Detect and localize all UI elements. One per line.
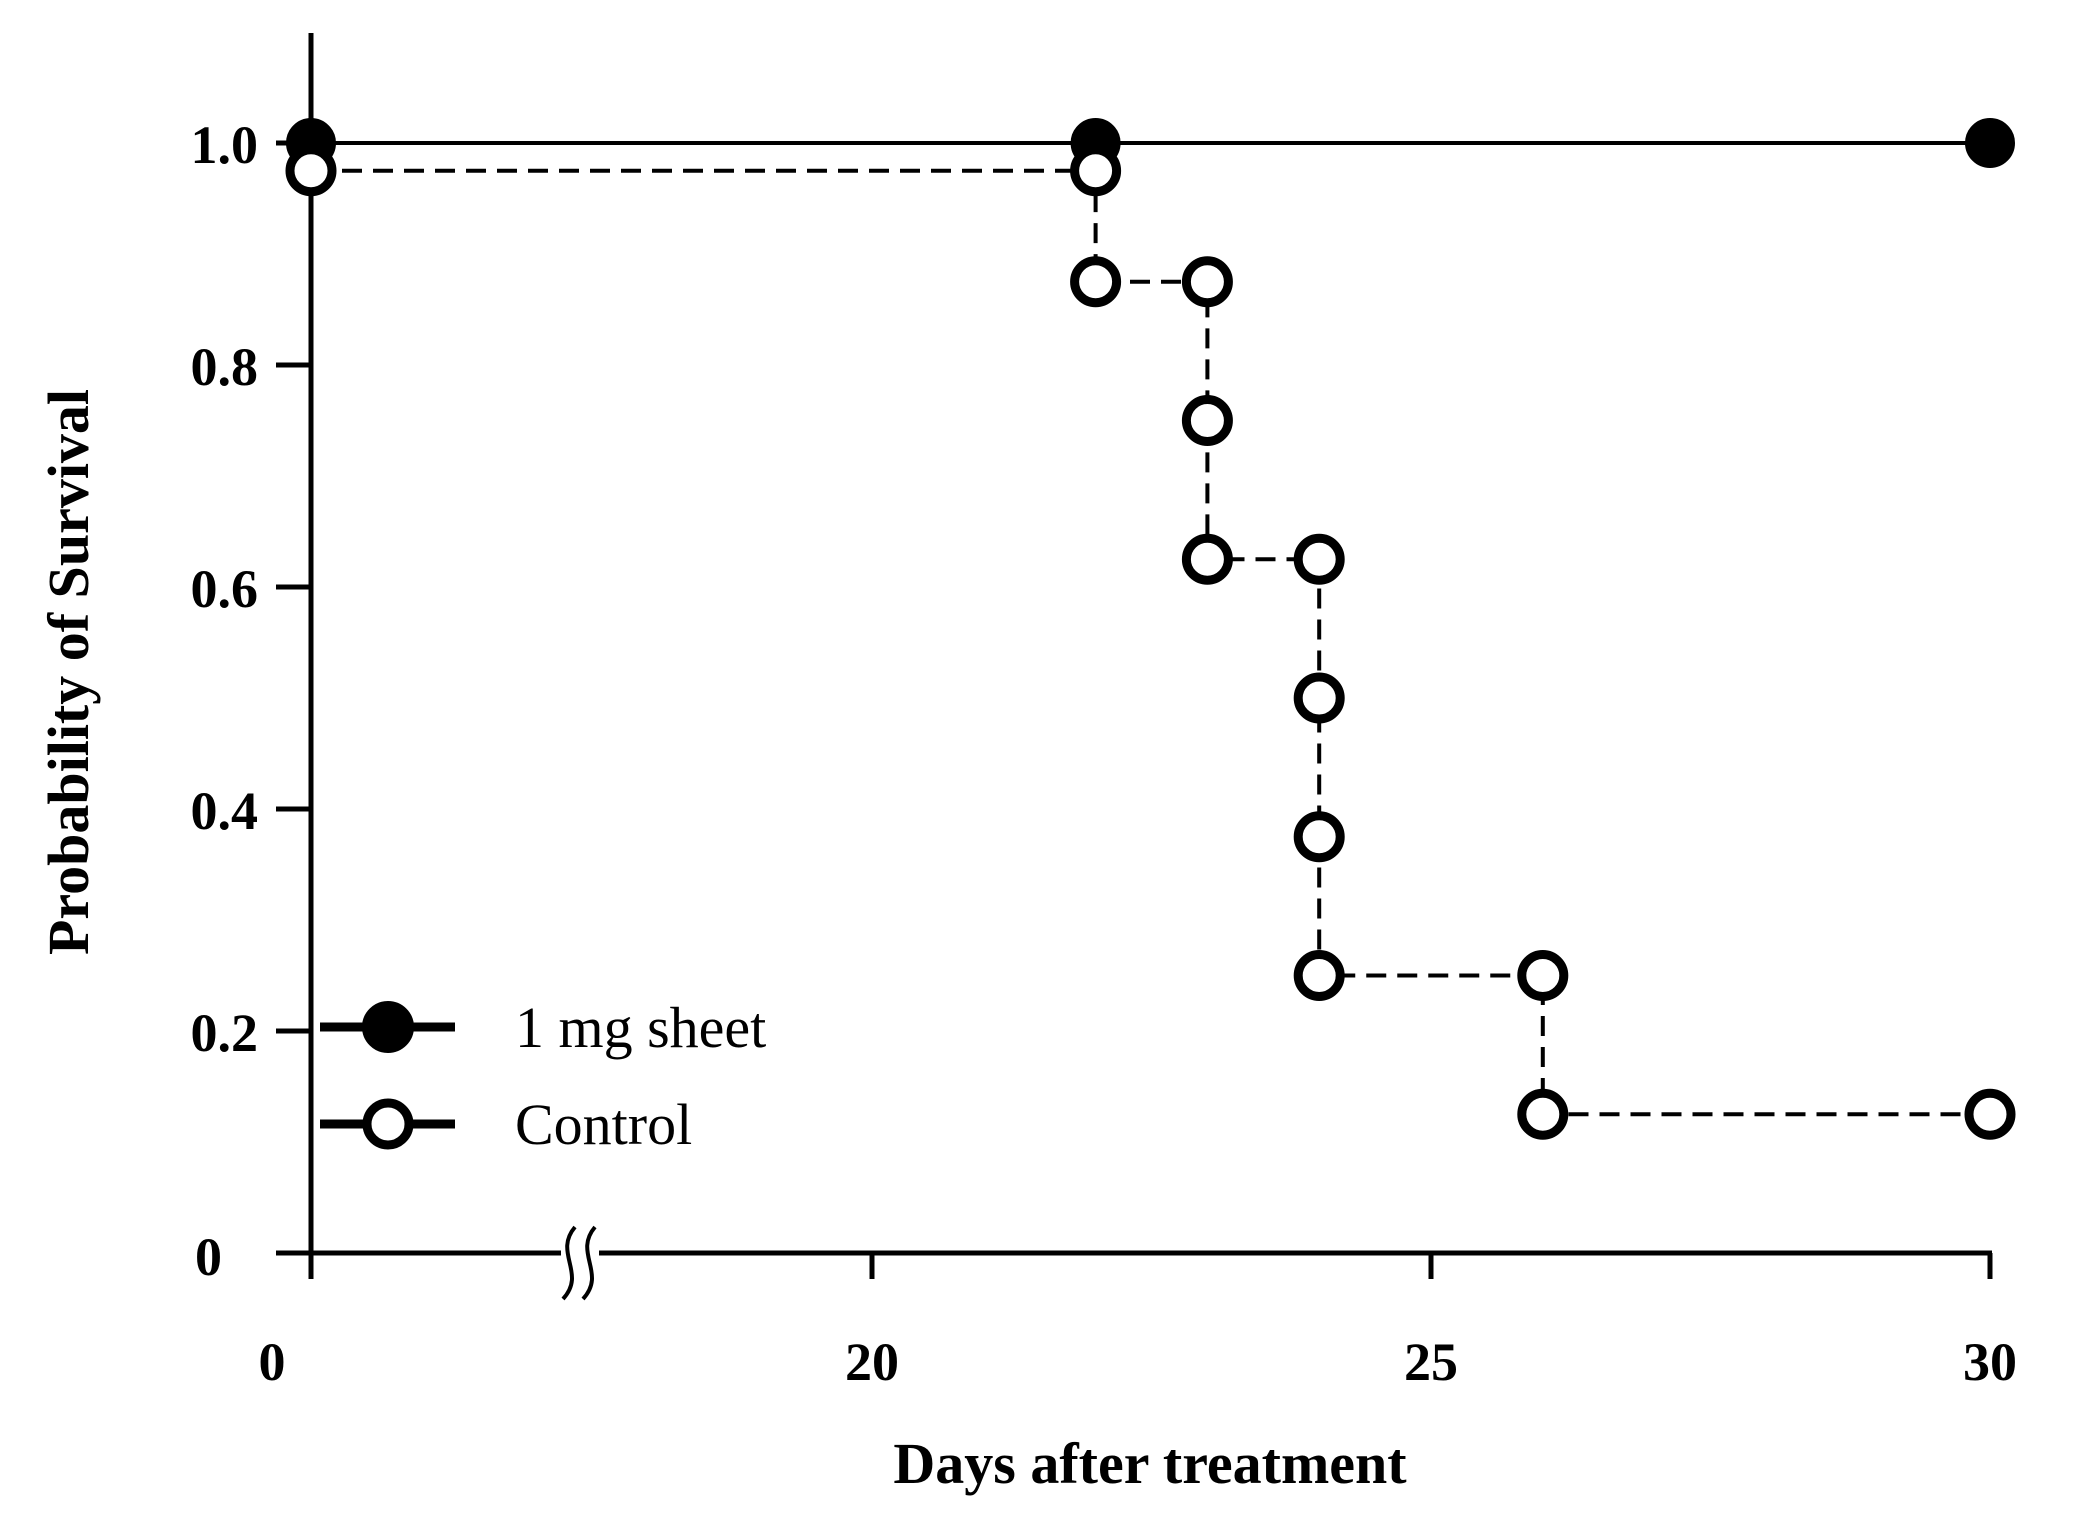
- series-1-mg-sheet: [286, 118, 2015, 168]
- legend-label: Control: [515, 1092, 692, 1157]
- y-tick-label: 0.6: [191, 559, 259, 619]
- y-tick-label: 1.0: [191, 115, 259, 175]
- legend-label: 1 mg sheet: [515, 995, 766, 1060]
- x-axis-break-mark: [561, 1225, 577, 1301]
- x-axis-break-mark: [581, 1225, 597, 1301]
- legend-marker-open: [362, 1098, 414, 1150]
- x-tick-label: 20: [845, 1332, 899, 1392]
- series-layer: [285, 118, 2016, 1140]
- y-tick-label: 0.4: [191, 781, 259, 841]
- data-point-open: [1181, 395, 1233, 446]
- data-point-open: [1181, 256, 1233, 308]
- data-point-open: [1293, 950, 1345, 1001]
- x-tick-label: 30: [1963, 1332, 2017, 1392]
- data-point-open: [1293, 672, 1345, 724]
- x-tick-label: 0: [259, 1332, 286, 1392]
- data-point-filled: [1965, 118, 2015, 168]
- x-axis-title: Days after treatment: [893, 1431, 1407, 1496]
- legend: 1 mg sheet Control: [320, 995, 766, 1157]
- legend-marker-filled: [362, 1001, 414, 1053]
- y-axis-title: Probability of Survival: [36, 389, 101, 955]
- legend-item: Control: [320, 1092, 692, 1157]
- y-tick-label: 0.8: [191, 337, 259, 397]
- data-point-open: [1070, 256, 1122, 308]
- data-point-open: [1070, 145, 1122, 197]
- data-point-open: [1517, 950, 1569, 1001]
- data-point-open: [1517, 1088, 1569, 1140]
- data-point-open: [285, 145, 337, 197]
- x-tick-label: 25: [1404, 1332, 1458, 1392]
- y-tick-label: 0: [195, 1227, 222, 1287]
- data-point-open: [1181, 533, 1233, 585]
- axes: 0 0.2 0.4 0.6 0.8 1.0 0 20 25 30: [191, 33, 2017, 1392]
- series-control: [285, 145, 2016, 1140]
- data-point-open: [1293, 811, 1345, 863]
- y-tick-label: 0.2: [191, 1003, 259, 1063]
- legend-item: 1 mg sheet: [320, 995, 766, 1060]
- data-point-open: [1293, 533, 1345, 585]
- data-point-open: [1964, 1088, 2016, 1140]
- series-line: [311, 168, 1990, 1117]
